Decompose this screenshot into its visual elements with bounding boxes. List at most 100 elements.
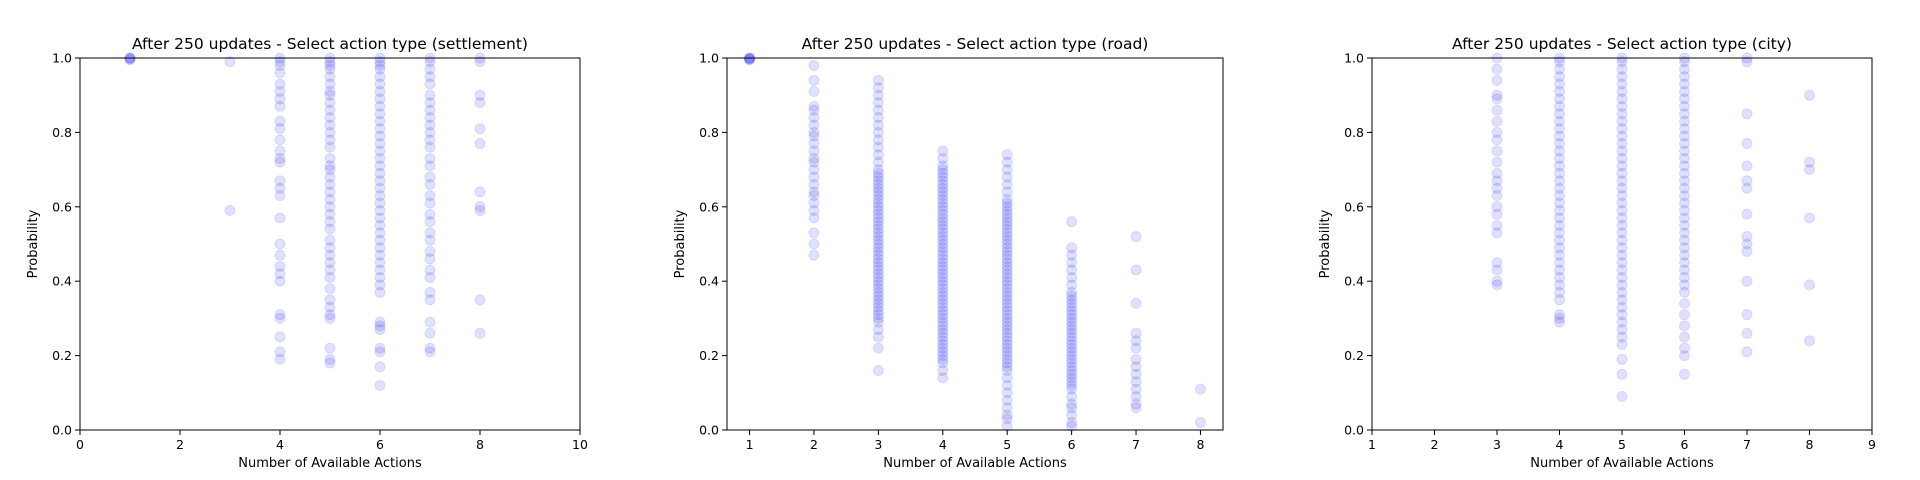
scatter-point: [937, 190, 949, 202]
scatter-point: [1554, 93, 1565, 105]
scatter-point: [872, 223, 884, 235]
scatter-point: [1066, 357, 1078, 369]
scatter-point: [274, 93, 286, 105]
x-tick-label: 5: [1618, 437, 1626, 452]
scatter-point: [1679, 205, 1690, 217]
scatter-point: [474, 89, 486, 101]
scatter-point: [1741, 231, 1753, 243]
scatter-point: [872, 141, 884, 153]
scatter-point: [1741, 327, 1753, 339]
scatter-point: [937, 312, 949, 324]
scatter-point: [474, 97, 486, 109]
scatter-point: [1554, 152, 1565, 164]
scatter-point: [1001, 364, 1013, 376]
scatter-point: [324, 119, 336, 131]
scatter-point: [424, 208, 436, 220]
scatter-point: [1491, 89, 1503, 101]
scatter-point: [1130, 368, 1142, 380]
y-tick-label: 0.0: [699, 423, 719, 438]
scatter-point: [324, 353, 336, 365]
scatter-point: [374, 379, 386, 391]
scatter-point: [1001, 402, 1013, 414]
scatter-point: [808, 119, 820, 131]
scatter-point: [872, 253, 884, 265]
x-tick-label: 4: [939, 437, 947, 452]
scatter-point: [872, 205, 884, 217]
scatter-point: [424, 119, 436, 131]
scatter-point: [937, 338, 949, 350]
scatter-point: [274, 309, 286, 321]
scatter-point: [424, 245, 436, 257]
x-tick-label: 0: [76, 437, 84, 452]
scatter-point: [1679, 227, 1690, 239]
scatter-point: [872, 197, 884, 209]
scatter-point: [324, 56, 336, 68]
scatter-point: [1741, 275, 1753, 287]
scatter-point: [1616, 264, 1628, 276]
x-tick-label: 8: [1196, 437, 1204, 452]
scatter-point: [808, 205, 820, 217]
scatter-point: [1679, 257, 1690, 269]
scatter-point: [1679, 56, 1690, 68]
scatter-point: [1741, 208, 1753, 220]
scatter-point: [1616, 138, 1628, 150]
scatter-point: [1679, 298, 1690, 310]
scatter-point: [424, 134, 436, 146]
scatter-point: [424, 152, 436, 164]
scatter-point: [937, 242, 949, 254]
scatter-point: [374, 324, 386, 336]
scatter-point: [937, 245, 949, 257]
scatter-point: [1679, 249, 1690, 261]
scatter-point: [872, 283, 884, 295]
scatter-point: [1679, 145, 1690, 157]
scatter-point: [1001, 294, 1013, 306]
scatter-point: [424, 216, 436, 228]
scatter-point: [274, 56, 286, 68]
scatter-point: [1066, 338, 1078, 350]
y-tick-label: 0.8: [699, 125, 719, 140]
scatter-point: [937, 164, 949, 176]
scatter-point: [374, 361, 386, 373]
scatter-point: [872, 104, 884, 116]
scatter-point: [1130, 391, 1142, 403]
scatter-point: [1554, 85, 1565, 97]
scatter-point: [1491, 104, 1503, 116]
scatter-point: [274, 346, 286, 358]
scatter-point: [872, 82, 884, 94]
scatter-point: [1679, 175, 1690, 187]
scatter-point: [1679, 197, 1690, 209]
scatter-point: [424, 227, 436, 239]
scatter-point: [1616, 286, 1628, 298]
scatter-point: [1554, 190, 1565, 202]
scatter-point: [1554, 234, 1565, 246]
scatter-point: [808, 104, 820, 116]
scatter-point: [1130, 342, 1142, 354]
scatter-point: [1679, 167, 1690, 179]
scatter-point: [1616, 205, 1628, 217]
scatter-point: [1804, 335, 1815, 347]
scatter-point: [374, 249, 386, 261]
y-tick-label: 1.0: [52, 51, 72, 66]
scatter-point: [1616, 234, 1628, 246]
scatter-point: [937, 208, 949, 220]
scatter-point: [1554, 115, 1565, 127]
scatter-point: [274, 100, 286, 112]
scatter-point: [1679, 368, 1690, 380]
scatter-point: [1066, 298, 1078, 310]
scatter-point: [1491, 74, 1503, 86]
scatter-point: [744, 53, 756, 65]
scatter-point: [1616, 175, 1628, 187]
scatter-point: [324, 71, 336, 83]
x-tick-label: 4: [1556, 437, 1564, 452]
plot-frame: [79, 57, 581, 431]
scatter-point: [872, 242, 884, 254]
scatter-point: [324, 208, 336, 220]
scatter-point: [1001, 320, 1013, 332]
scatter-point: [872, 164, 884, 176]
scatter-point: [374, 316, 386, 328]
y-tick-label: 0.0: [52, 423, 72, 438]
y-tick-label: 0.6: [699, 199, 719, 214]
x-tick-label: 4: [276, 437, 284, 452]
scatter-point: [1066, 379, 1078, 391]
scatter-point: [1616, 338, 1628, 350]
